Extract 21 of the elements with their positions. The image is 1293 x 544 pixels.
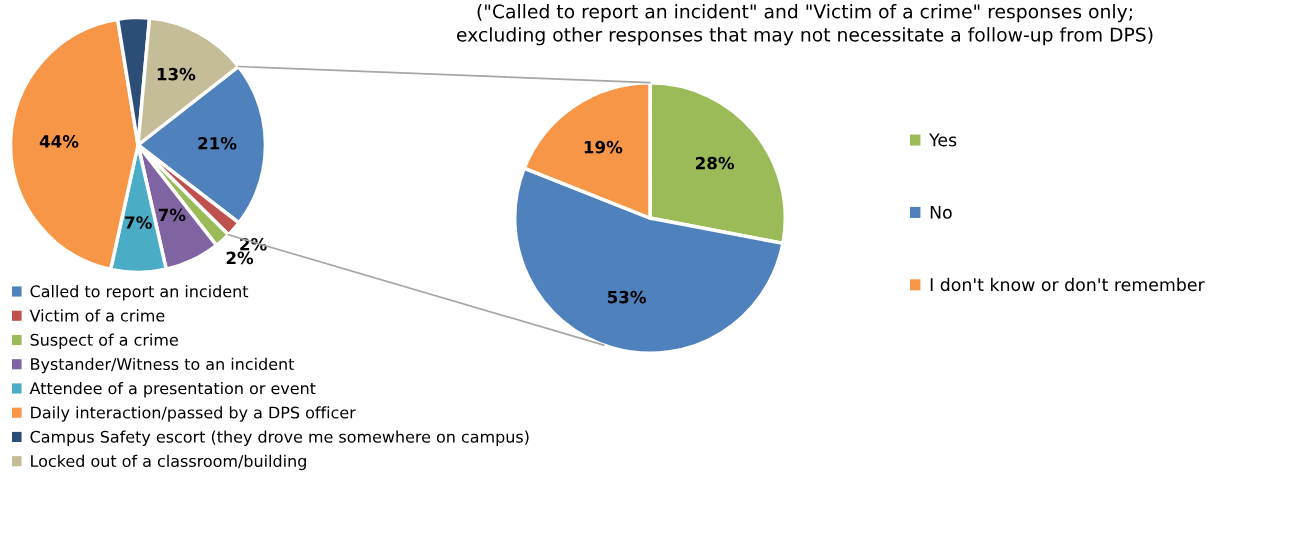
legend-label: No <box>930 205 952 219</box>
chart-subtitle: ("Called to report an incident" and "Victim of a crime" responses only; excluding other responses that may not necessitate a follow-up from DPS) <box>457 4 1153 46</box>
legend-label: Attendee of a presentation or event <box>29 381 316 398</box>
data-label: 2% <box>226 251 254 265</box>
data-label: 19% <box>584 140 623 154</box>
legend-label: Suspect of a crime <box>30 333 178 349</box>
data-label: 28% <box>696 156 735 170</box>
legend-label: Daily interaction/passed by a DPS officer <box>31 406 356 422</box>
data-label: 53% <box>607 290 647 304</box>
data-label: 7% <box>158 208 186 222</box>
data-label: 44% <box>39 135 79 148</box>
data-label: 13% <box>157 67 196 81</box>
legend-label: Campus Safety escort (they drove me somewhere on campus) <box>30 430 529 446</box>
legend-label: Victim of a crime <box>29 309 165 322</box>
data-label: 7% <box>125 216 152 229</box>
data-label: 21% <box>198 136 237 150</box>
legend-label: Locked out of a classroom/building <box>31 454 306 471</box>
legend-label: I don't know or don't remember <box>930 277 1205 292</box>
legend-label: Bystander/Witness to an incident <box>31 357 295 374</box>
legend-label: Called to report an incident <box>30 285 249 301</box>
legend-label: Yes <box>929 133 957 147</box>
